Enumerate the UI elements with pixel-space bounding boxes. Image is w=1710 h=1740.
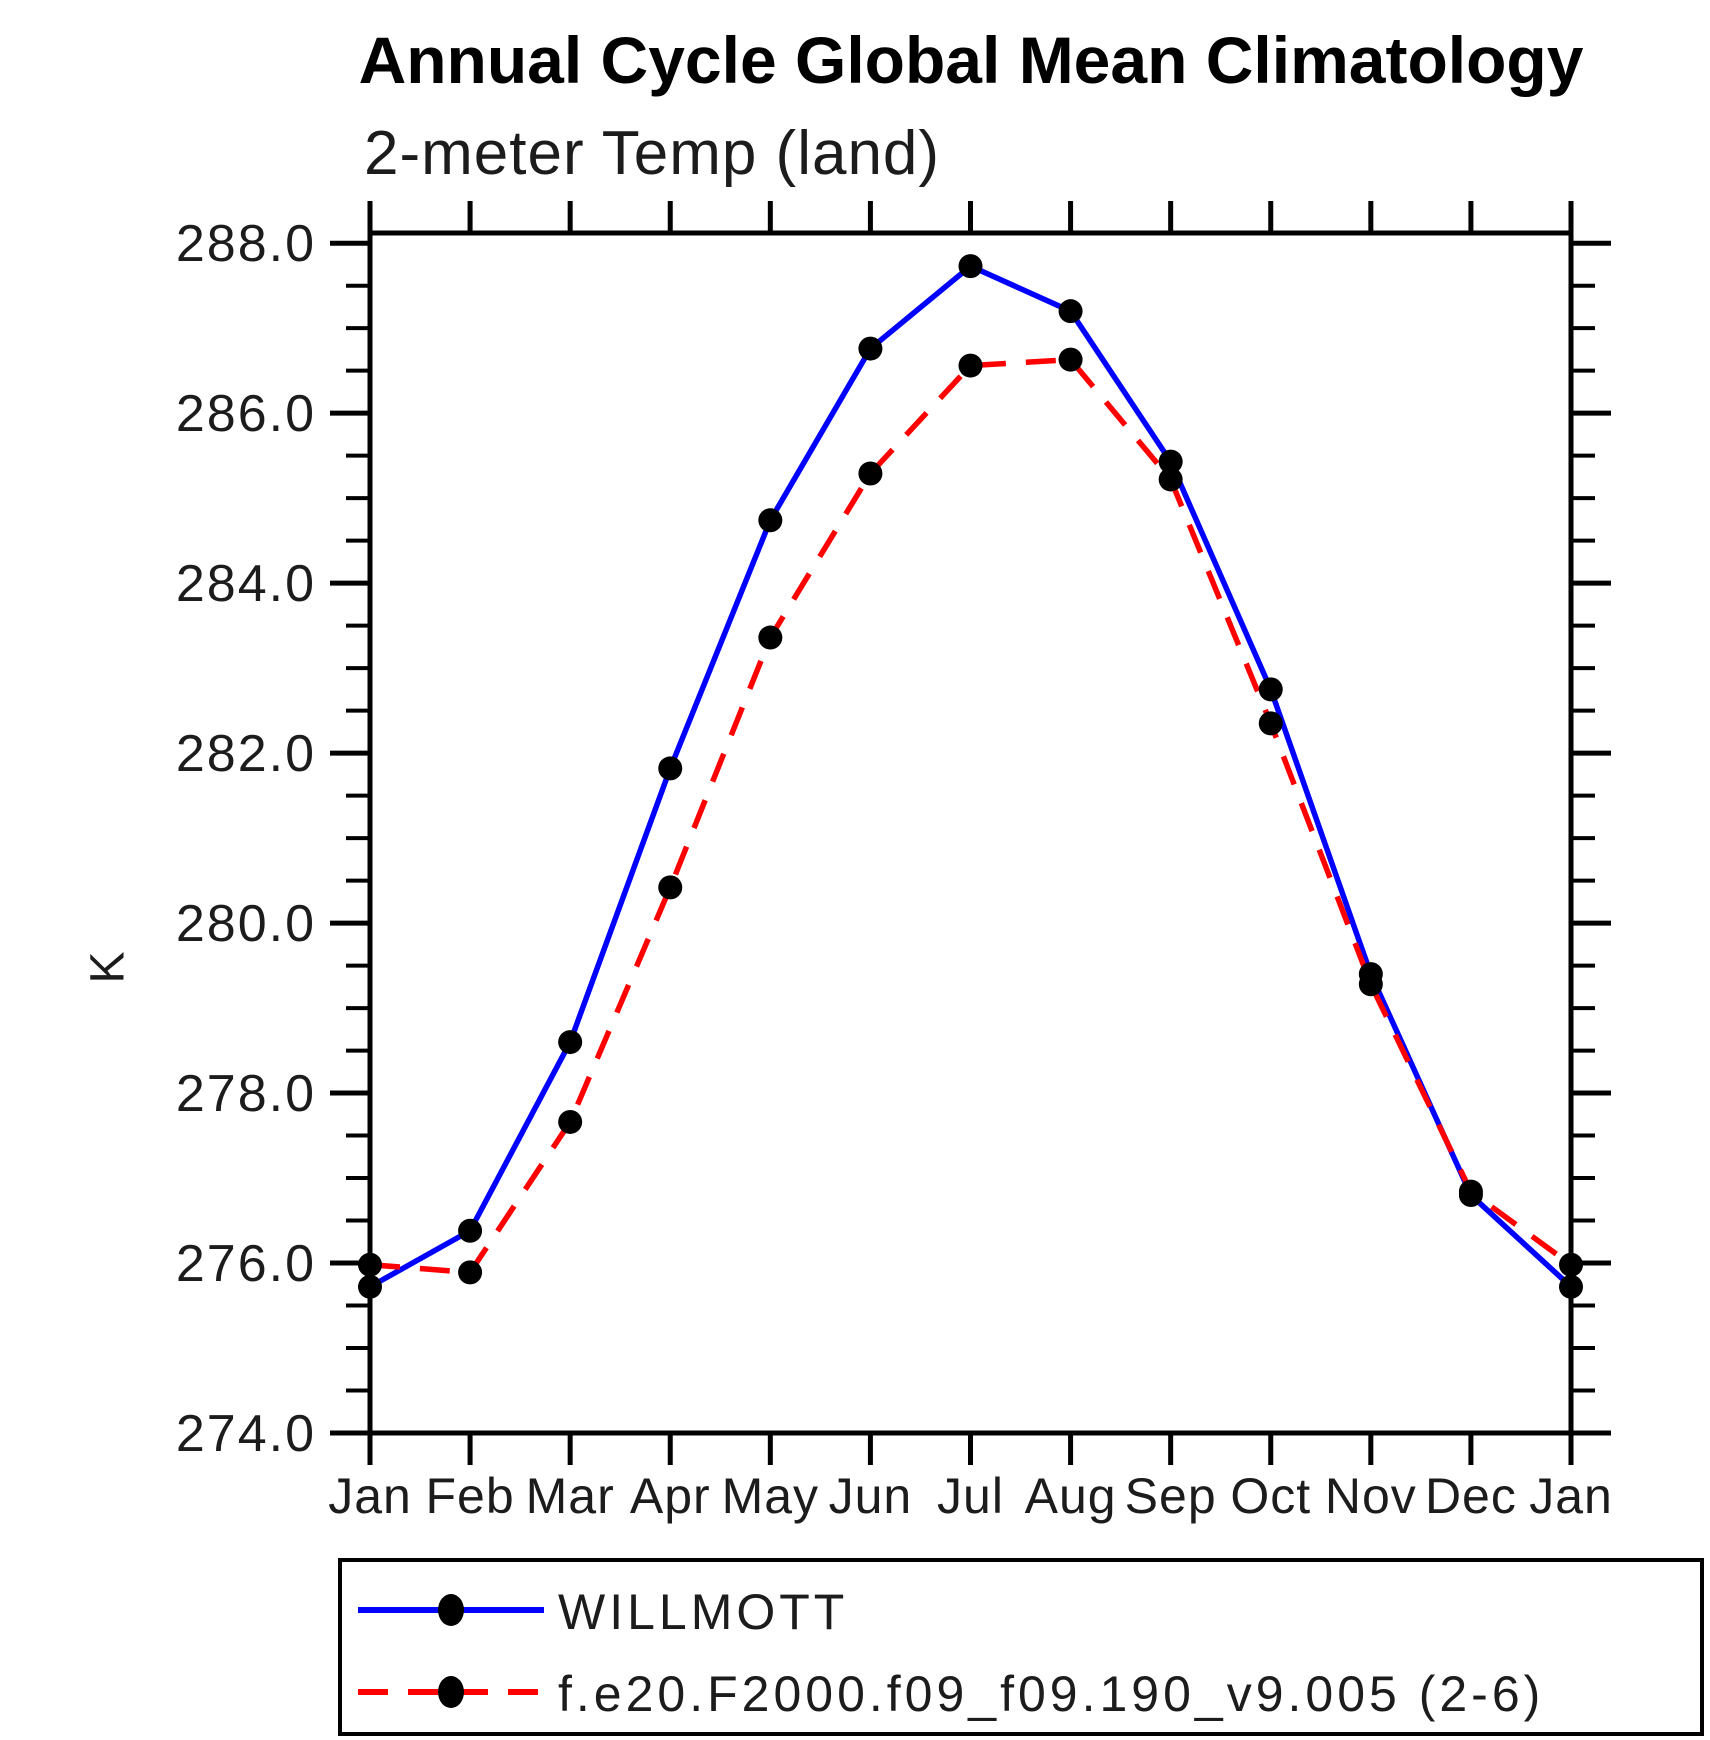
data-point-s0 xyxy=(958,254,983,279)
data-point-s0 xyxy=(1258,677,1283,702)
data-point-s1 xyxy=(658,875,683,900)
x-tick-label: Jul xyxy=(937,1468,1004,1524)
data-point-s0 xyxy=(858,336,883,361)
x-tick-label: Apr xyxy=(630,1468,711,1524)
x-tick-label: Sep xyxy=(1125,1468,1217,1524)
data-point-s1 xyxy=(1559,1252,1583,1277)
x-tick-label: Jun xyxy=(829,1468,913,1524)
x-tick-label: Feb xyxy=(425,1468,514,1524)
y-tick-label: 288.0 xyxy=(176,215,316,273)
data-point-s0 xyxy=(1058,299,1083,324)
data-point-s1 xyxy=(858,461,883,486)
data-point-s0 xyxy=(1158,449,1183,474)
data-point-s1 xyxy=(1458,1179,1483,1204)
legend-marker-dot-icon xyxy=(438,1594,464,1626)
series-line-0 xyxy=(368,263,1573,1290)
y-tick-label: 282.0 xyxy=(176,725,316,783)
data-point-s1 xyxy=(458,1260,483,1285)
x-tick-label: May xyxy=(722,1468,819,1524)
data-point-s1 xyxy=(758,625,783,650)
data-point-s0 xyxy=(558,1030,583,1055)
data-point-s1 xyxy=(558,1109,583,1134)
data-point-s1 xyxy=(1058,347,1083,372)
plot-frame xyxy=(367,230,1574,1436)
legend-label: f.e20.F2000.f09_f09.190_v9.005 (2-6) xyxy=(558,1666,1545,1722)
data-point-s1 xyxy=(358,1252,382,1277)
legend-marker-dot-icon xyxy=(438,1676,464,1708)
chart-title: Annual Cycle Global Mean Climatology xyxy=(358,23,1584,97)
y-tick-label: 278.0 xyxy=(176,1065,316,1123)
data-point-s1 xyxy=(1158,467,1183,492)
data-point-s0 xyxy=(658,756,683,781)
chart-subtitle: 2-meter Temp (land) xyxy=(364,119,941,188)
data-point-s1 xyxy=(1358,972,1383,997)
data-point-s1 xyxy=(1258,711,1283,736)
x-tick-label: Mar xyxy=(526,1468,615,1524)
data-point-s0 xyxy=(1559,1274,1583,1299)
y-tick-label: 286.0 xyxy=(176,385,316,443)
legend-label: WILLMOTT xyxy=(558,1584,849,1640)
data-point-s0 xyxy=(758,508,783,533)
y-tick-label: 284.0 xyxy=(176,555,316,613)
y-tick-label: 276.0 xyxy=(176,1235,316,1293)
legend-box: WILLMOTT f.e20.F2000.f09_f09.190_v9.005 … xyxy=(338,1558,1704,1736)
x-tick-label: Nov xyxy=(1325,1468,1417,1524)
data-point-s1 xyxy=(958,353,983,378)
data-point-s0 xyxy=(458,1218,483,1243)
x-tick-label: Dec xyxy=(1425,1468,1517,1524)
data-point-s0 xyxy=(358,1274,382,1299)
y-tick-label: 280.0 xyxy=(176,895,316,953)
x-tick-label: Jan xyxy=(1529,1468,1613,1524)
x-tick-label: Aug xyxy=(1025,1468,1117,1524)
series-line-1 xyxy=(369,356,1573,1276)
x-tick-label: Oct xyxy=(1230,1468,1311,1524)
x-tick-label: Jan xyxy=(328,1468,412,1524)
y-tick-label: 274.0 xyxy=(176,1405,316,1463)
